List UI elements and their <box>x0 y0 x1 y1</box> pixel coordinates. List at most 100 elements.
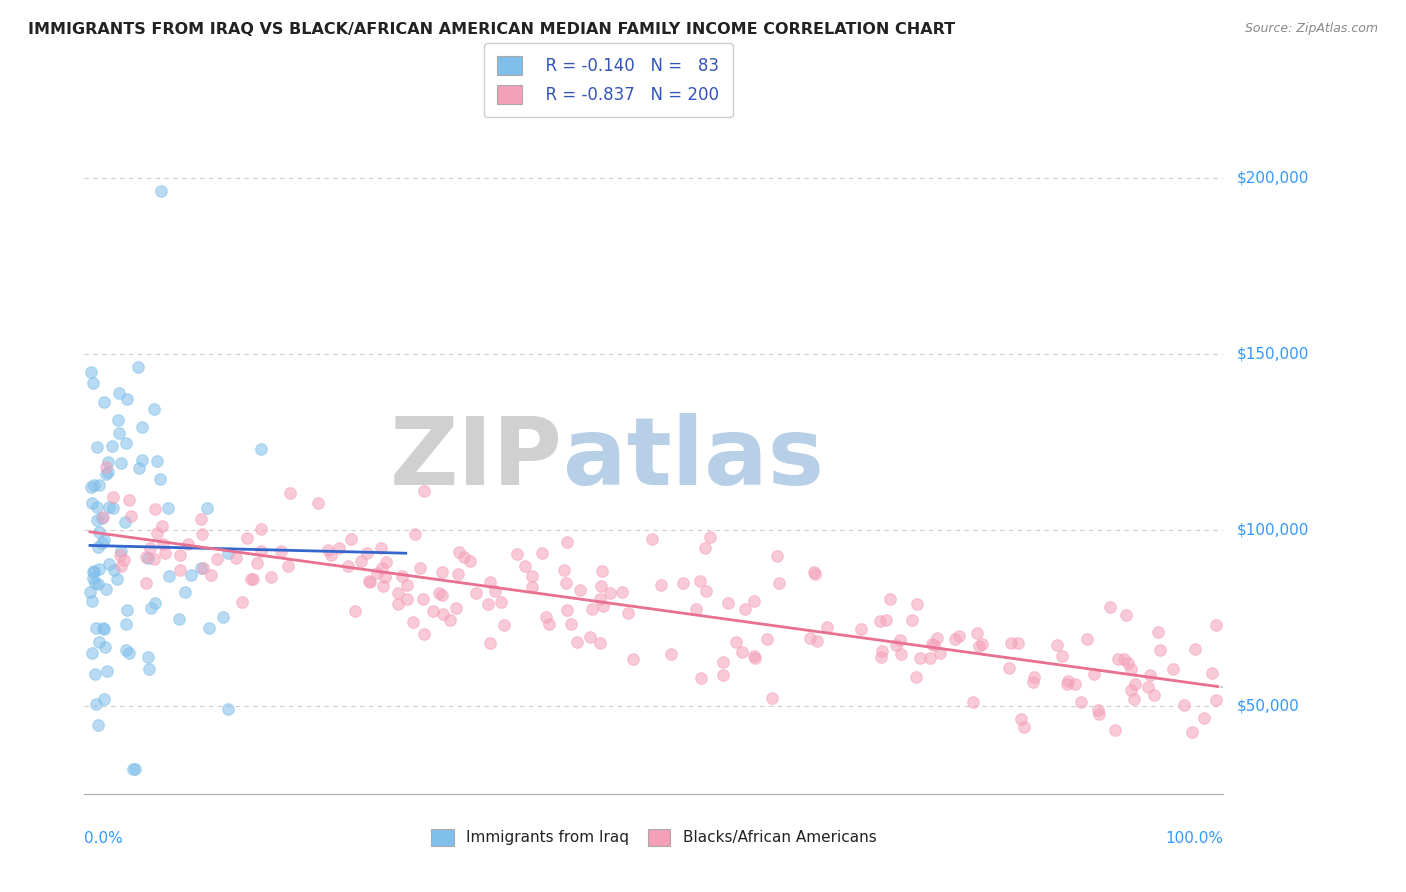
Point <box>84 698 107 712</box>
Point <box>108 425 131 440</box>
Point <box>149 472 172 486</box>
Point <box>173 585 195 599</box>
Point <box>191 527 214 541</box>
Point <box>1116 657 1139 671</box>
Point <box>142 552 165 566</box>
Point <box>589 635 612 649</box>
Point <box>138 662 160 676</box>
Point <box>1139 668 1161 682</box>
Point <box>560 616 582 631</box>
Point <box>599 585 621 599</box>
Point <box>555 534 578 549</box>
Point <box>404 527 426 541</box>
Point <box>87 577 110 591</box>
Point <box>82 376 104 390</box>
Point <box>96 460 118 475</box>
Point <box>370 541 392 556</box>
Point <box>366 566 388 580</box>
Point <box>1147 625 1170 640</box>
Point <box>402 615 425 629</box>
Point <box>875 613 897 627</box>
Point <box>1104 723 1126 738</box>
Point <box>412 592 434 607</box>
Point <box>484 584 506 599</box>
Point <box>82 565 104 579</box>
Point <box>115 436 138 450</box>
Point <box>650 577 672 591</box>
Point <box>872 643 894 657</box>
Point <box>84 621 107 635</box>
Point <box>374 570 396 584</box>
Point <box>93 623 115 637</box>
Point <box>80 496 103 510</box>
Point <box>231 595 253 609</box>
Point <box>641 533 664 547</box>
Point <box>998 660 1021 674</box>
Point <box>513 558 536 573</box>
Point <box>1161 663 1184 677</box>
Point <box>489 595 512 609</box>
Point <box>387 585 409 599</box>
Point <box>169 548 191 562</box>
Point <box>180 568 202 582</box>
Point <box>413 484 436 499</box>
Point <box>316 542 339 557</box>
Text: Source: ZipAtlas.com: Source: ZipAtlas.com <box>1244 22 1378 36</box>
Point <box>717 596 740 610</box>
Point <box>250 544 273 558</box>
Point <box>851 622 873 636</box>
Text: 100.0%: 100.0% <box>1166 830 1223 846</box>
Text: IMMIGRANTS FROM IRAQ VS BLACK/AFRICAN AMERICAN MEDIAN FAMILY INCOME CORRELATION : IMMIGRANTS FROM IRAQ VS BLACK/AFRICAN AM… <box>28 22 955 37</box>
Point <box>93 692 115 706</box>
Point <box>870 649 893 664</box>
Point <box>591 579 613 593</box>
Point <box>145 453 167 467</box>
Point <box>114 515 136 529</box>
Point <box>250 442 273 457</box>
Point <box>422 604 444 618</box>
Text: 0.0%: 0.0% <box>84 830 124 846</box>
Point <box>413 627 436 641</box>
Point <box>97 454 120 468</box>
Point <box>1024 670 1046 684</box>
Point <box>395 578 418 592</box>
Point <box>278 486 301 500</box>
Point <box>1115 607 1137 622</box>
Point <box>150 519 173 533</box>
Point <box>925 631 948 645</box>
Point <box>87 524 110 539</box>
Point <box>82 646 104 660</box>
Point <box>80 480 103 494</box>
Point <box>1098 600 1121 615</box>
Point <box>319 548 342 562</box>
Point <box>536 610 558 624</box>
Point <box>1143 688 1166 702</box>
Point <box>128 460 150 475</box>
Point <box>155 546 177 560</box>
Point <box>948 629 970 643</box>
Point <box>1088 706 1111 721</box>
Point <box>943 632 966 647</box>
Point <box>115 643 138 657</box>
Point <box>711 668 734 682</box>
Point <box>357 574 380 589</box>
Point <box>742 593 765 607</box>
Point <box>1010 712 1032 726</box>
Point <box>908 651 931 665</box>
Point <box>766 549 789 563</box>
Point <box>328 541 350 555</box>
Point <box>520 580 543 594</box>
Point <box>277 559 299 574</box>
Point <box>198 621 221 635</box>
Point <box>136 551 159 566</box>
Point <box>768 576 790 591</box>
Point <box>89 635 111 649</box>
Point <box>139 541 162 556</box>
Point <box>1007 636 1029 650</box>
Point <box>565 635 588 649</box>
Point <box>592 599 614 613</box>
Point <box>98 500 121 514</box>
Point <box>93 510 115 524</box>
Point <box>427 586 450 600</box>
Point <box>815 620 838 634</box>
